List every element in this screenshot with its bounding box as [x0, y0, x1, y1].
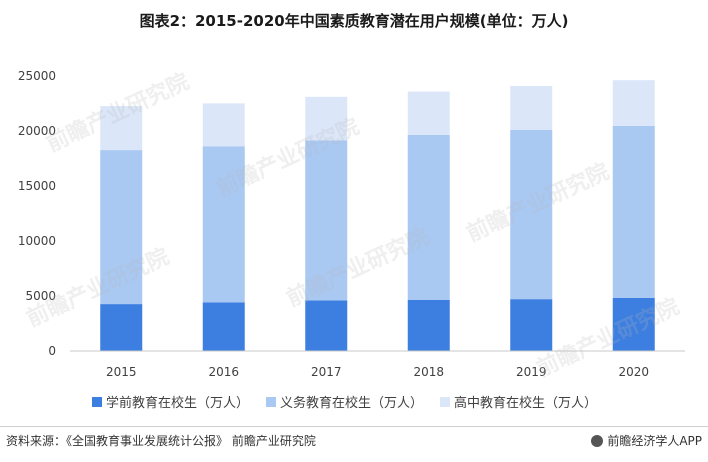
bar-2020-series-3: [612, 80, 655, 126]
bar-2017-series-2: [305, 140, 348, 301]
bar-2018-series-2: [407, 134, 450, 300]
legend-label: 义务教育在校生（万人）: [280, 395, 423, 411]
bar-2016-series-2: [202, 146, 245, 303]
x-tick-label: 2017: [311, 365, 342, 379]
legend-label: 学前教育在校生（万人）: [106, 395, 249, 411]
y-tick-label: 20000: [18, 124, 56, 138]
y-tick-label: 5000: [25, 289, 56, 303]
y-axis-ticks: 0 5000 10000 15000 20000 25000: [18, 69, 56, 358]
bar-2020-series-1: [612, 298, 655, 351]
x-tick-label: 2016: [208, 365, 239, 379]
footer-brand: 前瞻经济学人APP: [591, 432, 702, 449]
bar-2016-series-1: [202, 302, 245, 351]
y-tick-label: 15000: [18, 179, 56, 193]
bar-2017-series-1: [305, 300, 348, 351]
bar-2015-series-1: [100, 304, 143, 351]
footer-divider: [0, 426, 708, 427]
x-tick-label: 2018: [413, 365, 444, 379]
legend-item: 义务教育在校生（万人）: [266, 395, 423, 411]
bar-2020-series-2: [612, 125, 655, 299]
y-tick-label: 0: [48, 344, 56, 358]
bar-2018-series-3: [407, 91, 450, 135]
footer-source: 资料来源：《全国教育事业发展统计公报》 前瞻产业研究院: [6, 434, 316, 448]
footer-brand-label: 前瞻经济学人APP: [607, 434, 702, 448]
bar-2015-series-2: [100, 150, 143, 305]
legend-swatch: [92, 397, 102, 407]
legend-item: 学前教育在校生（万人）: [92, 395, 249, 411]
bar-2015-series-3: [100, 106, 143, 151]
x-tick-label: 2020: [618, 365, 649, 379]
legend-item: 高中教育在校生（万人）: [440, 395, 597, 411]
brand-logo-icon: [591, 434, 604, 447]
bars-layer: [100, 80, 655, 351]
bar-2019-series-3: [510, 85, 553, 130]
legend: 学前教育在校生（万人） 义务教育在校生（万人） 高中教育在校生（万人）: [92, 395, 597, 411]
bar-2019-series-1: [510, 299, 553, 351]
bar-2019-series-2: [510, 129, 553, 300]
x-tick-label: 2019: [516, 365, 547, 379]
y-tick-label: 10000: [18, 234, 56, 248]
x-axis-ticks: 2015 2016 2017 2018 2019 2020: [106, 365, 649, 379]
bar-2017-series-3: [305, 96, 348, 141]
y-tick-label: 25000: [18, 69, 56, 83]
bar-2018-series-1: [407, 299, 450, 351]
legend-label: 高中教育在校生（万人）: [454, 395, 597, 411]
legend-swatch: [266, 397, 276, 407]
x-tick-label: 2015: [106, 365, 137, 379]
chart-title: 图表2：2015-2020年中国素质教育潜在用户规模(单位：万人): [139, 12, 569, 30]
bar-2016-series-3: [202, 103, 245, 147]
legend-swatch: [440, 397, 450, 407]
